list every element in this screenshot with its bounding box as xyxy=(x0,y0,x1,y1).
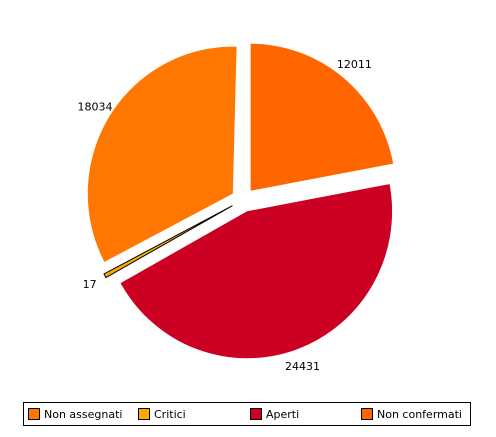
legend-label-critici: Critici xyxy=(154,407,186,421)
legend-swatch-aperti xyxy=(250,408,262,420)
pie-data-labels: 12011 24431 17 18034 xyxy=(77,58,371,373)
legend-label-non-confermati: Non confermati xyxy=(377,407,462,421)
chart-legend: Non assegnati Critici Aperti Non conferm… xyxy=(23,402,471,426)
legend-label-non-assegnati: Non assegnati xyxy=(44,407,123,421)
pie-slice-critici xyxy=(103,205,233,279)
pie-slices xyxy=(87,43,394,359)
legend-swatch-non-assegnati xyxy=(28,408,40,420)
data-label-non-assegnati: 18034 xyxy=(77,101,112,114)
pie-chart-area: 12011 24431 17 18034 xyxy=(77,43,394,373)
pie-chart: 12011 24431 17 18034 xyxy=(77,43,394,373)
pie-slice-aperti xyxy=(120,184,393,359)
pie-slice-non-assegnati xyxy=(87,46,237,262)
pie-slice-non-confermati xyxy=(250,43,394,191)
legend-item-aperti: Aperti xyxy=(250,403,299,425)
legend-item-critici: Critici xyxy=(138,403,186,425)
legend-label-aperti: Aperti xyxy=(266,407,300,421)
data-label-critici: 17 xyxy=(83,278,97,291)
legend-item-non-confermati: Non confermati xyxy=(361,403,462,425)
data-label-non-confermati: 12011 xyxy=(337,58,372,71)
legend-item-non-assegnati: Non assegnati xyxy=(28,403,122,425)
data-label-aperti: 24431 xyxy=(285,360,320,373)
legend-swatch-critici xyxy=(138,408,150,420)
legend-swatch-non-confermati xyxy=(361,408,373,420)
